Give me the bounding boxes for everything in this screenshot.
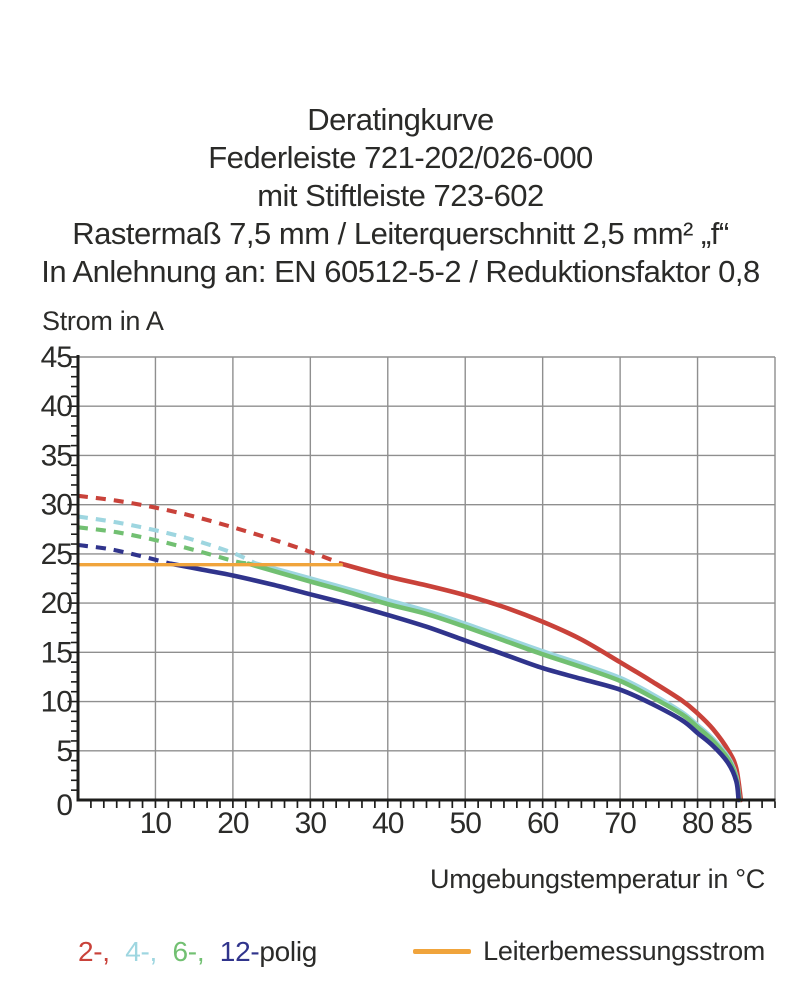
curve-12-polig-dashed (77, 542, 172, 566)
x-tick-30: 30 (295, 807, 327, 840)
x-tick-70: 70 (604, 807, 636, 840)
title-line-1: Deratingkurve (307, 102, 494, 137)
curve-12-polig (168, 561, 741, 803)
curve-4-polig-dashed (77, 514, 257, 566)
legend-pole-2: 2-, (78, 936, 110, 967)
x-tick-10: 10 (140, 807, 172, 840)
y-tick-30: 30 (41, 489, 73, 522)
y-tick-40: 40 (41, 390, 73, 423)
y-axis-title: Strom in A (42, 306, 164, 336)
y-tick-10: 10 (41, 686, 73, 719)
tick-labels: 0 5 10 15 20 25 30 35 40 45 10 20 30 40 50 60 70 80 85 (41, 341, 754, 840)
curve-2-polig (339, 561, 744, 803)
y-tick-20: 20 (41, 587, 73, 620)
y-tick-5: 5 (56, 735, 72, 768)
y-tick-0: 0 (56, 789, 72, 822)
x-tick-40: 40 (372, 807, 404, 840)
y-tick-35: 35 (41, 439, 73, 472)
curve-6-polig-dashed (77, 525, 249, 566)
x-tick-85: 85 (721, 807, 753, 840)
title-line-4: Rastermaß 7,5 mm / Leiterquerschnitt 2,5… (72, 216, 729, 251)
x-tick-60: 60 (527, 807, 559, 840)
grid (78, 356, 776, 800)
x-tick-80: 80 (682, 807, 714, 840)
rated-current-label: Leiterbemessungsstrom (483, 936, 765, 966)
y-tick-45: 45 (41, 341, 73, 374)
y-tick-25: 25 (41, 538, 73, 571)
derating-chart: 0 5 10 15 20 25 30 35 40 45 10 20 30 40 50 60 70 80 85 (41, 341, 776, 840)
legend-rated-current: Leiterbemessungsstrom (413, 936, 765, 967)
title-line-3: mit Stiftleiste 723-602 (257, 178, 544, 213)
x-axis-title: Umgebungstemperatur in °C (430, 864, 765, 894)
legend-pole-counts: 2-, 4-, 6-, 12-polig (78, 936, 317, 968)
title-line-5: In Anlehnung an: EN 60512-5-2 / Reduktio… (41, 254, 760, 289)
legend-pole-4: 4-, (125, 936, 158, 967)
y-tick-15: 15 (41, 636, 73, 669)
curves (76, 493, 744, 803)
curve-6-polig (246, 561, 742, 803)
chart-title-block: Deratingkurve Federleiste 721-202/026-00… (0, 101, 801, 291)
legend-pole-suffix: polig (259, 936, 318, 967)
legend-pole-6: 6-, (172, 936, 205, 967)
rated-current-swatch (413, 949, 472, 954)
curve-2-polig-dashed (77, 493, 343, 566)
title-line-2: Federleiste 721-202/026-000 (208, 140, 593, 175)
x-tick-20: 20 (217, 807, 249, 840)
legend-pole-12: 12- (219, 936, 260, 967)
x-tick-50: 50 (450, 807, 482, 840)
axes (67, 355, 776, 808)
